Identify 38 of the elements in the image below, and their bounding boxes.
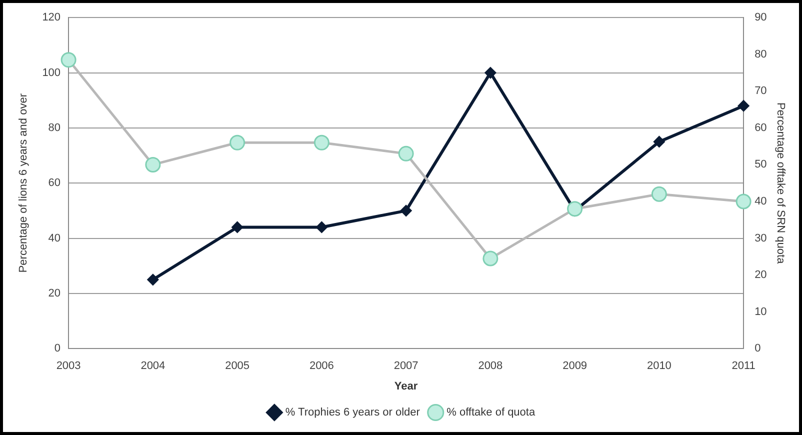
x-tick-label: 2003 [56,360,81,372]
y2-tick-label: 50 [754,158,767,171]
y2-axis-title: Percentage offtake of SRN quota [774,102,786,265]
legend-label: % offtake of quota [446,406,536,419]
y2-tick-label: 40 [754,196,767,208]
point [400,204,412,216]
y2-tick-label: 0 [754,342,761,355]
x-tick-label: 2008 [478,360,503,372]
x-tick-label: 2010 [646,360,672,372]
y-axis-title: Percentage of lions 6 years and over [18,93,30,273]
x-tick-label: 2009 [562,360,588,372]
y-tick-label: 0 [54,342,61,355]
x-axis-title: Year [394,380,418,392]
y-tick-label: 40 [48,232,61,244]
y-tick-label: 60 [48,177,61,190]
y-tick-label: 100 [42,66,61,79]
y2-tick-label: 90 [754,12,767,24]
y-tick-label: 120 [42,12,61,24]
point [316,221,328,233]
y-tick-label: 80 [48,122,61,134]
x-tick-label: 2004 [140,360,166,372]
y2-tick-label: 80 [754,48,767,60]
y2-tick-label: 10 [754,306,767,318]
x-tick-label: 2005 [225,360,250,372]
y2-tick-label: 20 [754,269,767,282]
x-tick-label: 2007 [394,360,418,372]
legend-label: % Trophies 6 years or older [285,406,420,419]
point [484,67,496,79]
y2-tick-label: 70 [754,85,767,98]
y2-tick-label: 30 [754,232,767,244]
point [232,221,244,233]
y-tick-label: 20 [48,287,61,300]
point [147,274,159,286]
point [738,100,750,112]
x-tick-label: 2006 [309,360,334,372]
y2-tick-label: 60 [754,122,767,134]
point [653,136,665,148]
x-tick-label: 2011 [732,360,756,372]
